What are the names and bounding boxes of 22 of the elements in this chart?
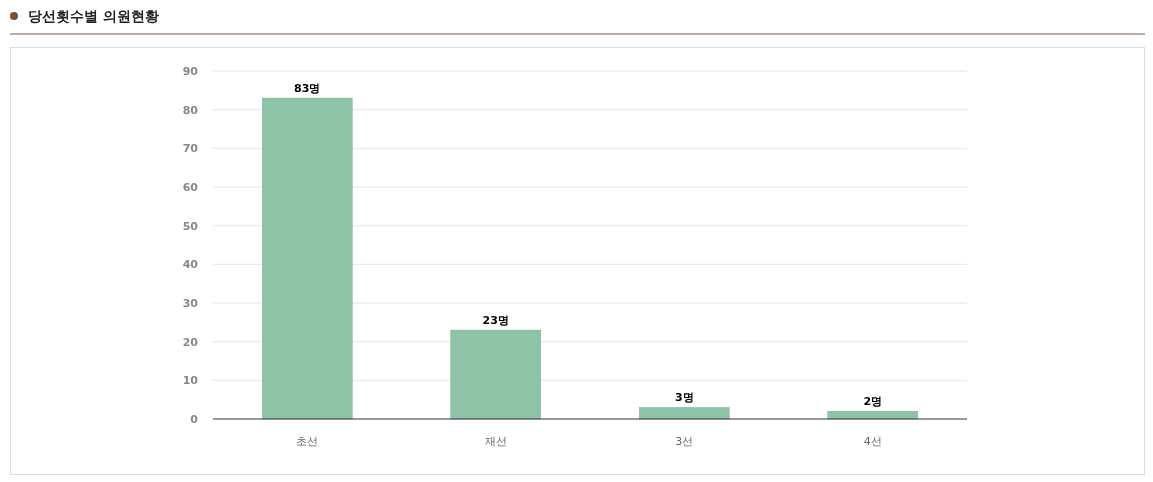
x-tick-label: 3선 <box>675 435 694 448</box>
y-tick-label: 50 <box>182 219 199 233</box>
data-label: 83명 <box>294 82 321 96</box>
y-tick-label: 60 <box>182 181 199 194</box>
y-tick-label: 30 <box>182 297 199 310</box>
x-tick-label: 재선 <box>484 435 507 448</box>
data-label: 2명 <box>863 395 883 409</box>
y-tick-label: 0 <box>190 413 199 426</box>
text: 당선횟수별 의원현황 <box>28 8 159 24</box>
bar <box>639 407 730 420</box>
data-label: 3명 <box>674 391 694 405</box>
x-tick-label: 4선 <box>863 435 882 448</box>
y-tick-label: 40 <box>182 258 199 272</box>
data-label: 23명 <box>482 314 509 328</box>
x-tick-label: 초선 <box>296 435 319 448</box>
y-tick-label: 70 <box>182 142 199 156</box>
y-tick-label: 90 <box>182 65 199 78</box>
y-tick-label: 20 <box>182 335 199 349</box>
bar <box>450 329 541 420</box>
y-tick-label: 80 <box>182 103 199 117</box>
bar <box>262 97 353 420</box>
y-tick-label: 10 <box>182 374 199 388</box>
